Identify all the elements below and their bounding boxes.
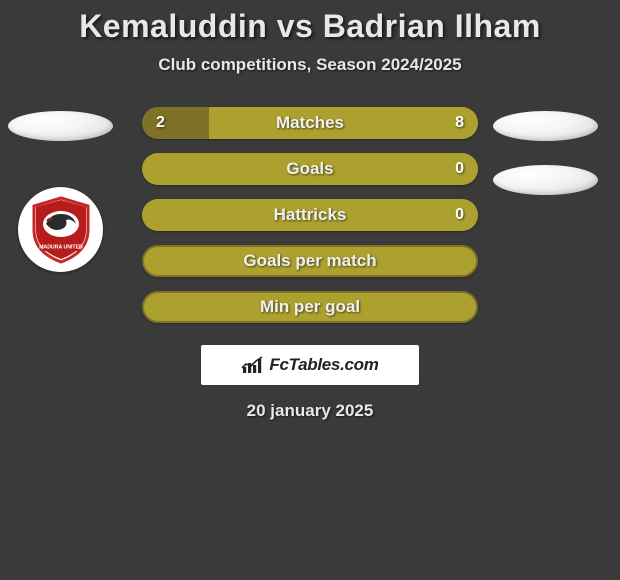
stat-label: Matches bbox=[276, 113, 344, 133]
stat-bar: Goals 0 bbox=[142, 153, 478, 185]
stat-bar: Min per goal bbox=[142, 291, 478, 323]
stat-label: Min per goal bbox=[260, 297, 360, 317]
stat-label: Hattricks bbox=[274, 205, 347, 225]
left-club-badge: MADURA UNITED bbox=[18, 187, 103, 272]
stats-area: MADURA UNITED 2Matches8Goals0Hattricks0G… bbox=[0, 107, 620, 323]
right-team-slot-1 bbox=[493, 111, 598, 141]
stat-rows: 2 Matches 8 Goals 0 Hattricks 0 Goals per match… bbox=[142, 107, 478, 323]
stat-right-value: 8 bbox=[455, 114, 464, 132]
stat-label: Goals per match bbox=[243, 251, 376, 271]
stat-bar: Hattricks 0 bbox=[142, 199, 478, 231]
subtitle: Club competitions, Season 2024/2025 bbox=[158, 55, 461, 75]
date-label: 20 january 2025 bbox=[247, 401, 374, 421]
svg-text:MADURA UNITED: MADURA UNITED bbox=[39, 244, 83, 250]
stat-bar: 2 Matches 8 bbox=[142, 107, 478, 139]
stat-bar: Goals per match bbox=[142, 245, 478, 277]
brand-logo[interactable]: FcTables.com bbox=[201, 345, 419, 385]
stat-right-value: 0 bbox=[455, 206, 464, 224]
brand-logo-text: FcTables.com bbox=[269, 355, 378, 375]
page-title: Kemaluddin vs Badrian Ilham bbox=[79, 8, 541, 45]
stat-right-value: 0 bbox=[455, 160, 464, 178]
stat-left-value: 2 bbox=[156, 114, 165, 132]
right-team-slot-2 bbox=[493, 165, 598, 195]
stat-label: Goals bbox=[286, 159, 333, 179]
chart-icon bbox=[241, 355, 265, 375]
shield-icon: MADURA UNITED bbox=[30, 196, 92, 264]
left-team-slot-1 bbox=[8, 111, 113, 141]
comparison-card: Kemaluddin vs Badrian Ilham Club competi… bbox=[0, 0, 620, 421]
